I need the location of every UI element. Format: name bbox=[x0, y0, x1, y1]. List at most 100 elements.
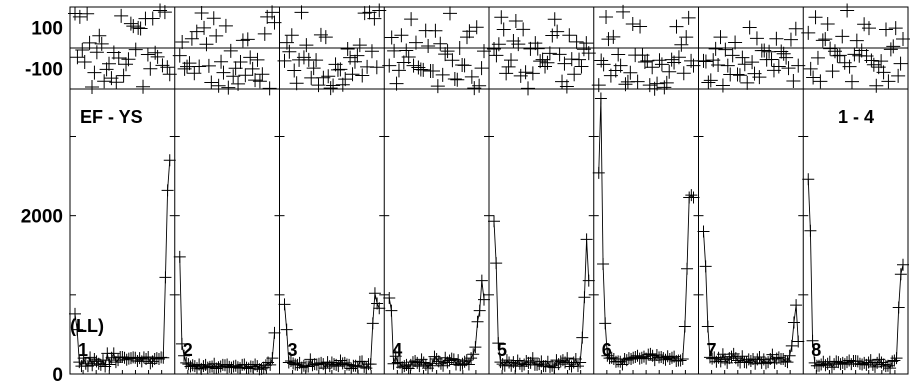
series-point bbox=[701, 320, 714, 333]
top-strip-point bbox=[874, 54, 889, 69]
top-strip-point bbox=[99, 62, 114, 77]
top-strip-point bbox=[180, 59, 195, 74]
series-point bbox=[644, 347, 657, 360]
series-point bbox=[804, 224, 817, 237]
main-y-tick-label: 0 bbox=[52, 365, 63, 381]
series-point bbox=[785, 339, 798, 352]
top-strip-point bbox=[869, 78, 884, 93]
top-strip-point bbox=[391, 63, 406, 78]
top-strip-point bbox=[311, 78, 326, 93]
top-strip-point bbox=[97, 74, 112, 89]
top-strip-point bbox=[447, 71, 462, 86]
top-strip-point bbox=[645, 60, 660, 75]
top-strip-point bbox=[659, 75, 674, 90]
series-point bbox=[685, 189, 698, 202]
top-strip-point bbox=[94, 36, 109, 51]
top-strip-point bbox=[201, 58, 216, 73]
top-strip-point bbox=[728, 35, 743, 50]
top-strip-point bbox=[567, 67, 582, 82]
series-point bbox=[157, 351, 170, 364]
top-strip-point bbox=[221, 80, 236, 95]
top-strip-point bbox=[440, 44, 455, 59]
top-strip-point bbox=[708, 41, 723, 56]
top-strip-point bbox=[143, 61, 158, 76]
top-strip-point bbox=[121, 52, 136, 67]
top-strip-point bbox=[599, 10, 614, 25]
panel-1: 1 bbox=[68, 3, 177, 374]
series-point bbox=[473, 304, 486, 317]
series-point bbox=[561, 352, 574, 365]
panel-5: 5 bbox=[484, 7, 596, 375]
top-strip-point bbox=[820, 17, 835, 32]
top-strip-point bbox=[408, 35, 423, 50]
series-point bbox=[159, 271, 172, 284]
top-strip-point bbox=[891, 68, 906, 83]
top-strip-point bbox=[489, 48, 504, 63]
series-point bbox=[890, 352, 903, 365]
panel-8: 8 bbox=[798, 3, 910, 375]
series-point bbox=[426, 359, 439, 372]
top-strip-point bbox=[284, 28, 299, 43]
series-point bbox=[462, 358, 475, 371]
top-strip-point bbox=[876, 65, 891, 80]
top-strip-point bbox=[564, 52, 579, 67]
series-point bbox=[790, 299, 803, 312]
top-strip-point bbox=[404, 12, 419, 27]
series-line-7 bbox=[703, 231, 799, 365]
top-strip-point bbox=[832, 48, 847, 63]
top-strip-point bbox=[511, 37, 526, 52]
top-strip-point bbox=[749, 31, 764, 46]
top-strip-point bbox=[740, 75, 755, 90]
top-strip-point bbox=[75, 43, 90, 58]
series-point bbox=[368, 287, 381, 300]
top-strip-point bbox=[367, 11, 382, 26]
top-strip-point bbox=[160, 60, 175, 75]
top-strip-point bbox=[679, 30, 694, 45]
top-strip-point bbox=[462, 24, 477, 39]
top-strip-point bbox=[199, 37, 214, 52]
top-strip-point bbox=[350, 48, 365, 63]
top-strip-point bbox=[459, 30, 474, 45]
top-strip-point bbox=[245, 61, 260, 76]
series-point bbox=[389, 350, 402, 363]
top-strip-point bbox=[384, 30, 399, 45]
series-point bbox=[424, 357, 437, 370]
top-strip-point bbox=[175, 35, 190, 50]
top-strip-point bbox=[464, 69, 479, 84]
top-strip-point bbox=[474, 61, 489, 76]
top-strip-point bbox=[299, 38, 314, 53]
top-strip-point bbox=[611, 47, 626, 62]
top-strip-point bbox=[499, 66, 514, 81]
top-strip-point bbox=[771, 59, 786, 74]
series-point bbox=[787, 316, 800, 329]
top-strip-point bbox=[810, 50, 825, 65]
top-strip-point bbox=[878, 22, 893, 37]
top-strip-point bbox=[701, 75, 716, 90]
series-point bbox=[366, 317, 379, 330]
series-point bbox=[173, 250, 186, 263]
top-strip-point bbox=[172, 48, 187, 63]
unit-label-annotation: (LL) bbox=[70, 316, 104, 336]
top-strip-point bbox=[591, 78, 606, 93]
series-point bbox=[490, 257, 503, 270]
top-strip-point bbox=[671, 50, 686, 65]
top-strip-point bbox=[844, 74, 859, 89]
series-point bbox=[526, 352, 539, 365]
top-strip-point bbox=[720, 58, 735, 73]
top-strip-point bbox=[445, 53, 460, 68]
top-strip-point bbox=[542, 46, 557, 61]
top-strip-point bbox=[206, 11, 221, 26]
top-strip-point bbox=[637, 54, 652, 69]
top-strip-point bbox=[335, 77, 350, 92]
top-strip-point bbox=[457, 58, 472, 73]
top-strip-point bbox=[788, 21, 803, 36]
top-strip-point bbox=[189, 24, 204, 39]
series-point bbox=[373, 302, 386, 315]
top-strip-point bbox=[102, 56, 117, 71]
top-strip-point bbox=[730, 67, 745, 82]
top-strip-point bbox=[806, 70, 821, 85]
top-strip-point bbox=[469, 20, 484, 35]
top-strip-point bbox=[85, 79, 100, 94]
top-strip-point bbox=[333, 62, 348, 77]
series-point bbox=[576, 331, 589, 344]
